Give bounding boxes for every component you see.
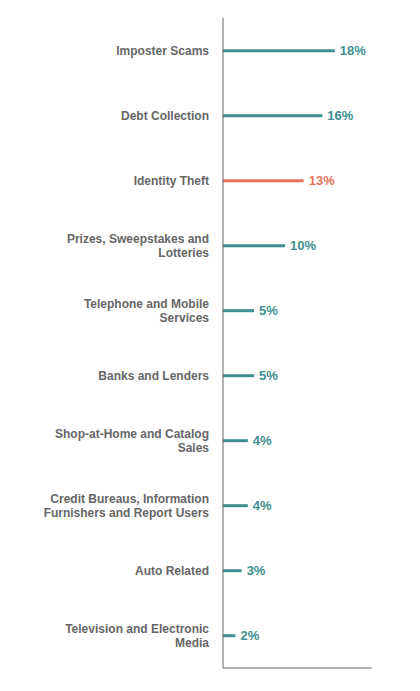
svg-text:4%: 4%	[253, 498, 272, 513]
svg-text:3%: 3%	[247, 563, 266, 578]
svg-text:Prizes, Sweepstakes andLotteri: Prizes, Sweepstakes andLotteries	[67, 232, 209, 260]
svg-text:10%: 10%	[290, 238, 316, 253]
svg-text:4%: 4%	[253, 433, 272, 448]
svg-text:Imposter Scams: Imposter Scams	[116, 44, 209, 58]
svg-text:18%: 18%	[340, 43, 366, 58]
svg-text:2%: 2%	[240, 628, 259, 643]
svg-text:Identity Theft: Identity Theft	[134, 174, 209, 188]
svg-text:13%: 13%	[309, 173, 335, 188]
svg-text:Banks and Lenders: Banks and Lenders	[98, 369, 209, 383]
svg-text:Shop-at-Home and CatalogSales: Shop-at-Home and CatalogSales	[55, 427, 209, 455]
svg-text:5%: 5%	[259, 303, 278, 318]
svg-text:5%: 5%	[259, 368, 278, 383]
svg-text:Credit Bureaus, InformationFur: Credit Bureaus, InformationFurnishers an…	[44, 492, 210, 520]
svg-text:Debt Collection: Debt Collection	[121, 109, 209, 123]
svg-text:Auto Related: Auto Related	[135, 564, 209, 578]
svg-text:Telephone and MobileServices: Telephone and MobileServices	[84, 297, 209, 325]
svg-text:Television and ElectronicMedia: Television and ElectronicMedia	[65, 622, 209, 650]
svg-text:16%: 16%	[327, 108, 353, 123]
